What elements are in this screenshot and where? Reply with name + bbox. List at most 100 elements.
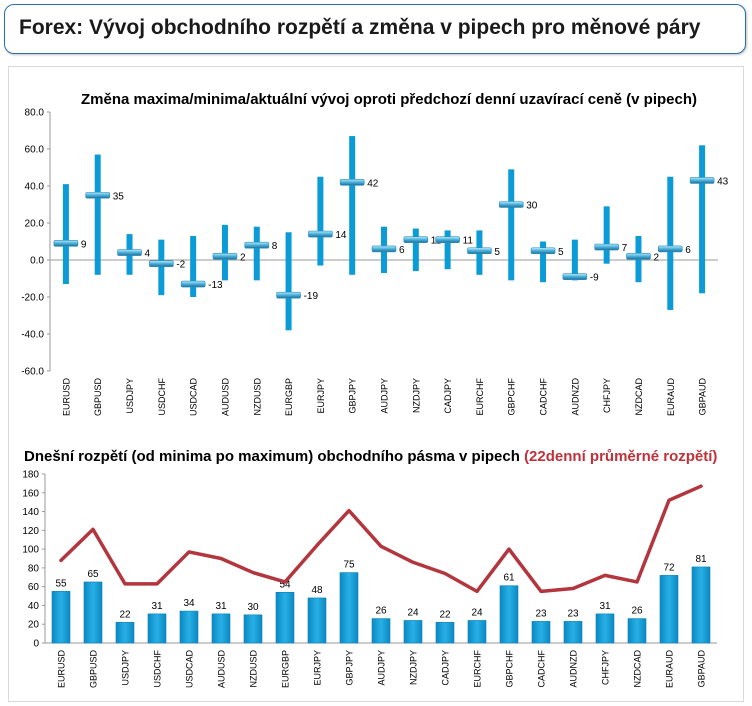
- chart2-data-label: 30: [247, 602, 259, 613]
- chart1-data-label: 11: [463, 236, 474, 247]
- chart2-y-tick-label: 80: [28, 563, 40, 574]
- chart2-data-label: 31: [215, 601, 227, 612]
- chart1-x-tick-label: EURJPY: [316, 378, 326, 414]
- chart1-data-label: 43: [717, 176, 729, 187]
- chart2-data-label: 54: [279, 579, 291, 590]
- chart2-data-label: 72: [663, 562, 675, 573]
- chart1-current-marker: [467, 247, 492, 255]
- chart1-current-marker: [212, 253, 238, 260]
- chart1-current-marker: [657, 245, 683, 253]
- chart1-data-label: 5: [558, 247, 564, 258]
- chart1-current-marker: [626, 253, 651, 260]
- chart2-x-tick-label: NZDCAD: [633, 650, 643, 688]
- chart1-data-label: 6: [399, 245, 405, 256]
- chart2-data-label: 61: [503, 573, 515, 584]
- chart1-data-label: -9: [590, 273, 599, 284]
- chart1-range-bar: [253, 226, 260, 281]
- chart1-y-tick-label: -20.0: [21, 293, 44, 304]
- chart2-y-tick-label: 0: [33, 639, 39, 650]
- chart2-bar: [531, 621, 551, 644]
- chart1-x-tick-label: GBPJPY: [348, 378, 358, 414]
- chart1-x-tick-label: NZDCAD: [634, 378, 644, 416]
- chart2-x-tick-label: EURAUD: [665, 650, 675, 689]
- chart2-data-label: 81: [695, 554, 707, 565]
- chart1-x-tick-label: USDCAD: [189, 378, 199, 417]
- chart2-x-tick-label: EURJPY: [313, 650, 323, 686]
- chart2-plot: 180 160 140 120 100 80 60 40 20 0 55 EURUSD 65 GBPUSD…: [22, 470, 717, 689]
- chart2-bar: [563, 621, 583, 644]
- chart1-x-tick-label: USDCHF: [157, 377, 167, 415]
- chart1-x-tick-label: CADJPY: [443, 378, 453, 414]
- chart2-bar: [403, 620, 423, 644]
- chart1-x-tick-label: USDJPY: [125, 378, 135, 414]
- chart2-x-tick-label: GBPAUD: [697, 650, 707, 688]
- chart1-current-marker: [498, 201, 524, 208]
- chart1-current-marker: [149, 260, 174, 268]
- chart1-range-bar: [603, 206, 610, 264]
- chart1-range-bar: [540, 241, 547, 283]
- chart2-bar: [467, 620, 487, 644]
- chart2-data-label: 22: [119, 609, 131, 620]
- chart2-x-tick-label: CADCHF: [537, 649, 547, 687]
- chart1-y-tick-label: -60.0: [21, 367, 44, 378]
- chart2-title: Dnešní rozpětí (od minima po maximum) ob…: [24, 448, 717, 465]
- chart2-y-tick-label: 140: [22, 507, 39, 518]
- chart2-data-label: 55: [55, 578, 67, 589]
- chart1-range-bar: [62, 184, 69, 285]
- chart2-x-tick-label: USDCHF: [153, 649, 163, 687]
- chart2-data-label: 48: [311, 585, 323, 596]
- chart1-data-label: 42: [367, 178, 379, 189]
- chart2-x-tick-label: AUDUSD: [217, 650, 227, 689]
- chart1-data-label: 14: [335, 230, 347, 241]
- chart2-x-tick-label: USDCAD: [185, 650, 195, 689]
- chart2-x-tick-label: GBPJPY: [345, 650, 355, 686]
- chart1-current-marker: [371, 245, 397, 253]
- chart1-y-tick-label: 80.0: [25, 108, 45, 119]
- chart2-data-label: 26: [631, 606, 643, 617]
- chart2-bar: [339, 572, 359, 644]
- chart2-bar: [595, 613, 615, 644]
- chart1-range-bar: [667, 176, 674, 310]
- chart1-data-label: 2: [240, 252, 246, 263]
- chart1-current-marker: [308, 230, 333, 238]
- chart2-bar: [211, 613, 231, 644]
- chart1-range-bar: [317, 176, 324, 266]
- chart1-data-label: 7: [622, 243, 628, 254]
- chart1-current-marker: [117, 249, 142, 256]
- chart1-data-label: 4: [145, 249, 151, 260]
- chart1-x-tick-label: EURCHF: [475, 377, 485, 415]
- chart2-bar: [499, 585, 519, 644]
- chart2-bar: [83, 581, 103, 644]
- chart1-range-bar: [190, 235, 197, 297]
- chart2-x-tick-label: EURGBP: [281, 650, 291, 688]
- chart1-range-bar: [412, 228, 419, 272]
- chart2-bar: [691, 566, 711, 644]
- chart1-current-marker: [180, 280, 206, 288]
- chart1-data-label: -13: [208, 280, 223, 291]
- chart2-x-tick-label: AUDJPY: [377, 650, 387, 686]
- chart1-data-label: -2: [176, 260, 185, 271]
- chart1-x-tick-label: CADCHF: [539, 377, 549, 415]
- chart1-range-bar: [221, 224, 228, 281]
- chart2-x-tick-label: AUDNZD: [569, 650, 579, 688]
- chart2-x-tick-label: GBPUSD: [89, 650, 99, 689]
- chart2-data-label: 24: [471, 607, 483, 618]
- chart1-y-tick-label: 60.0: [25, 145, 45, 156]
- chart1-data-label: 35: [113, 191, 125, 202]
- chart1-current-marker: [530, 247, 556, 255]
- chart1-current-marker: [244, 241, 270, 249]
- chart1-x-tick-label: NZDUSD: [252, 378, 262, 416]
- chart1-current-marker: [403, 236, 429, 243]
- chart1-range-bar: [508, 169, 515, 281]
- chart2-bar: [659, 575, 679, 644]
- chart2-bar: [243, 614, 263, 644]
- chart2-bar: [115, 622, 135, 644]
- chart2-data-label: 24: [407, 607, 419, 618]
- chart2-data-label: 26: [375, 606, 387, 617]
- chart1-range-bar: [699, 145, 706, 294]
- chart2-y-tick-label: 40: [28, 601, 40, 612]
- chart2-x-tick-label: NZDUSD: [249, 650, 259, 688]
- chart1-range-bar: [285, 232, 292, 331]
- chart2-bar: [51, 591, 71, 644]
